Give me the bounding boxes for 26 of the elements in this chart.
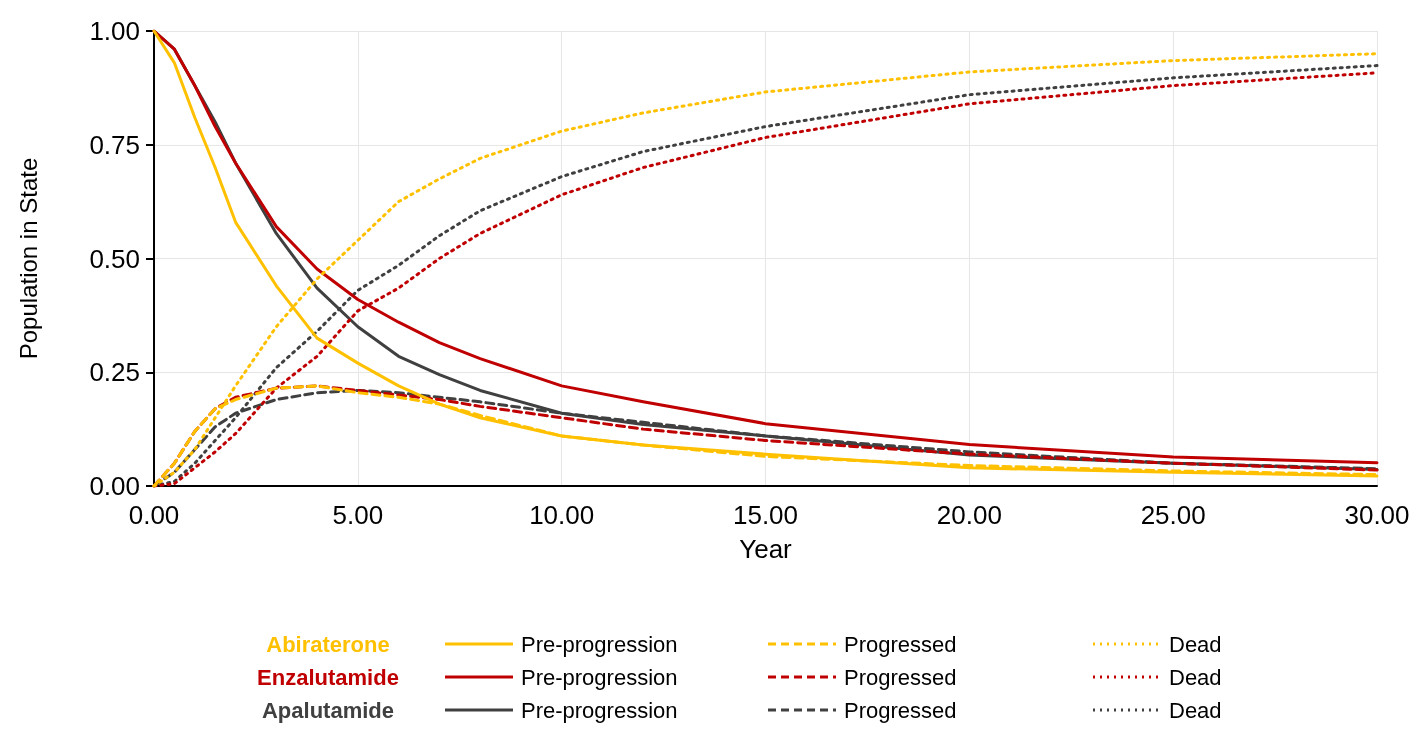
legend-label: Dead (1169, 697, 1222, 723)
text: Apalutamide (261, 697, 395, 723)
y-tick-label: 1.00 (89, 16, 140, 46)
legend-label: Progressed (844, 697, 957, 723)
legend-label: Pre-progression (521, 631, 678, 657)
x-tick-label: 25.00 (1140, 500, 1206, 530)
x-tick-label: 5.00 (332, 500, 384, 530)
x-tick-label: 20.00 (936, 500, 1002, 530)
x-tick-label: 15.00 (732, 500, 799, 530)
y-axis-title: Population in State (14, 157, 42, 360)
text: Enzalutamide (257, 664, 399, 690)
x-tick-label: 0.00 (128, 500, 180, 530)
legend-label: Pre-progression (521, 664, 678, 690)
y-tick-label: 0.00 (89, 471, 140, 501)
text: Abiraterone (266, 631, 390, 657)
x-tick-label: 10.00 (529, 500, 595, 530)
legend-label: Dead (1169, 664, 1222, 690)
legend-label: Progressed (844, 664, 957, 690)
x-tick-label: 30.00 (1344, 500, 1410, 530)
legend-label: Pre-progression (521, 697, 678, 723)
y-tick-label: 0.25 (89, 357, 140, 388)
legend-label: Progressed (844, 631, 957, 657)
x-axis-title: Year (739, 534, 793, 564)
legend-label: Dead (1169, 631, 1222, 657)
y-tick-label: 0.75 (89, 129, 140, 160)
y-tick-label: 0.50 (89, 243, 140, 274)
